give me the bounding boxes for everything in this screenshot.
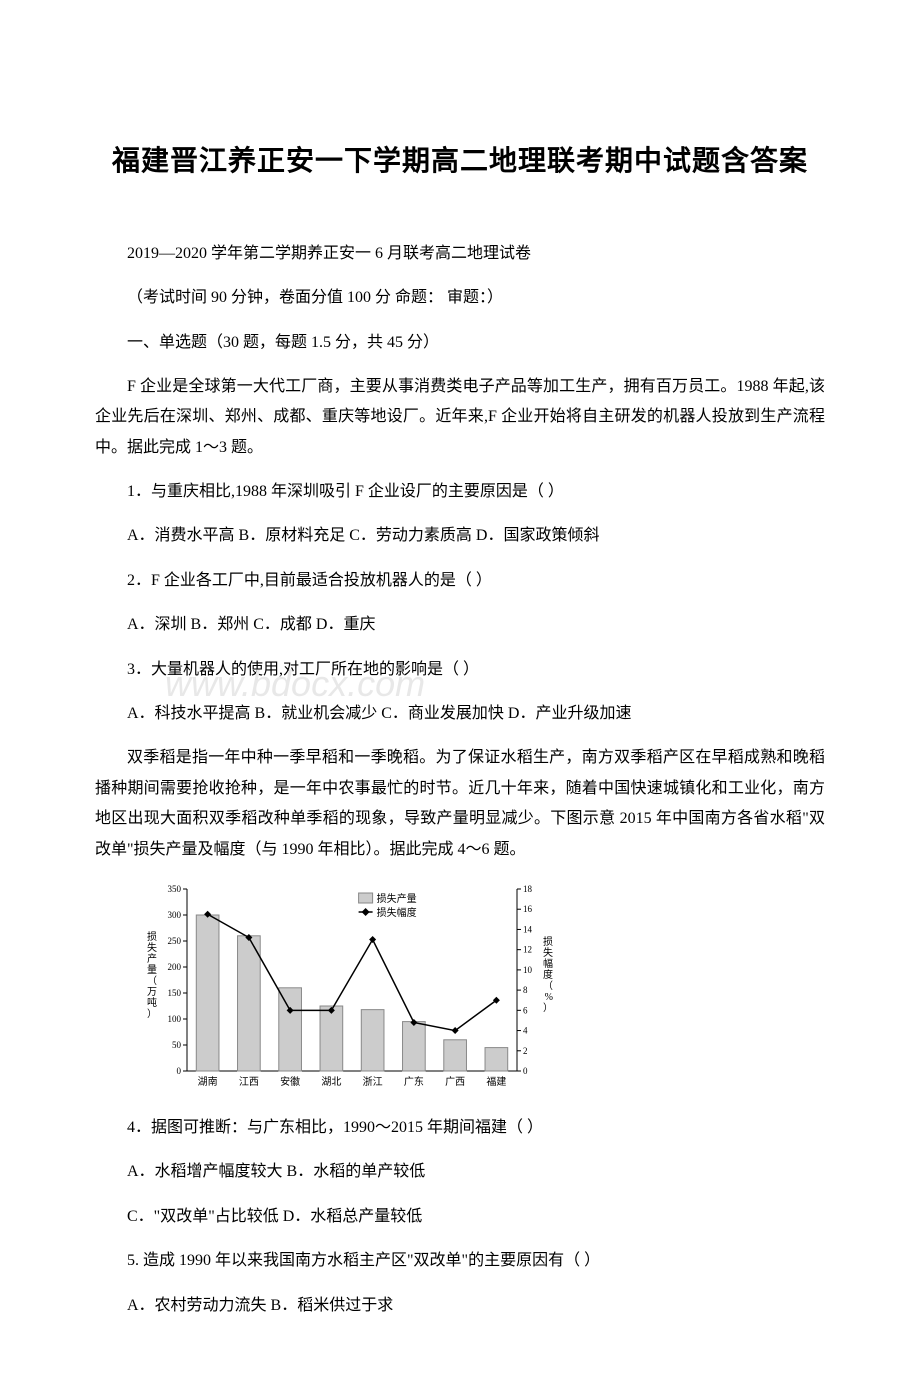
- chart-container: 0 50 100 150 200 250 300 350 0 2 4 6 8 10 12 14 16 18 湖南 江西…: [135, 879, 825, 1099]
- question-3-options: A．科技水平提高 B．就业机会减少 C．商业发展加快 D．产业升级加速: [95, 699, 825, 729]
- svg-text:200: 200: [168, 962, 182, 972]
- svg-text:损失产量（万吨）: 损失产量（万吨）: [147, 930, 157, 1020]
- exam-header-line2: （考试时间 90 分钟，卷面分值 100 分 命题： 审题：）: [95, 283, 825, 313]
- question-1-options: A．消费水平高 B．原材料充足 C．劳动力素质高 D．国家政策倾斜: [95, 521, 825, 551]
- question-2-options: A．深圳 B．郑州 C．成都 D．重庆: [95, 610, 825, 640]
- svg-text:0: 0: [177, 1066, 182, 1076]
- svg-text:10: 10: [523, 965, 533, 975]
- page-title: 福建晋江养正安一下学期高二地理联考期中试题含答案: [95, 139, 825, 179]
- svg-text:16: 16: [523, 904, 533, 914]
- svg-text:湖北: 湖北: [321, 1076, 341, 1088]
- question-3: 3．大量机器人的使用,对工厂所在地的影响是（ ）: [95, 655, 825, 685]
- section-heading: 一、单选题（30 题，每题 1.5 分，共 45 分）: [95, 328, 825, 358]
- passage-1: F 企业是全球第一大代工厂商，主要从事消费类电子产品等加工生产，拥有百万员工。1…: [95, 372, 825, 463]
- svg-text:12: 12: [523, 945, 532, 955]
- exam-header-line1: 2019—2020 学年第二学期养正安一 6 月联考高二地理试卷: [95, 239, 825, 269]
- svg-text:损失幅度（%）: 损失幅度（%）: [543, 935, 553, 1014]
- svg-text:18: 18: [523, 884, 533, 894]
- question-4-options-a: A．水稻增产幅度较大 B．水稻的单产较低: [95, 1157, 825, 1187]
- question-4-options-b: C．"双改单"占比较低 D．水稻总产量较低: [95, 1202, 825, 1232]
- svg-text:100: 100: [168, 1014, 182, 1024]
- question-5-options: A．农村劳动力流失 B．稻米供过于求: [95, 1291, 825, 1321]
- svg-text:湖南: 湖南: [198, 1075, 218, 1088]
- svg-text:6: 6: [523, 1005, 528, 1015]
- svg-text:250: 250: [168, 936, 182, 946]
- svg-text:2: 2: [523, 1046, 528, 1056]
- question-2: 2．F 企业各工厂中,目前最适合投放机器人的是（ ）: [95, 566, 825, 596]
- svg-text:8: 8: [523, 985, 528, 995]
- svg-text:广东: 广东: [404, 1075, 424, 1088]
- svg-text:14: 14: [523, 924, 533, 934]
- question-5: 5. 造成 1990 年以来我国南方水稻主产区"双改单"的主要原因有（ ）: [95, 1246, 825, 1276]
- svg-text:4: 4: [523, 1026, 528, 1036]
- svg-text:损失幅度: 损失幅度: [377, 906, 417, 919]
- svg-text:350: 350: [168, 884, 182, 894]
- question-4: 4．据图可推断：与广东相比，1990～2015 年期间福建（ ）: [95, 1113, 825, 1143]
- svg-text:江西: 江西: [239, 1076, 259, 1088]
- svg-text:50: 50: [172, 1040, 182, 1050]
- svg-text:0: 0: [523, 1066, 528, 1076]
- svg-text:损失产量: 损失产量: [377, 892, 417, 905]
- svg-text:150: 150: [168, 988, 182, 998]
- svg-text:300: 300: [168, 910, 182, 920]
- question-1: 1．与重庆相比,1988 年深圳吸引 F 企业设厂的主要原因是（ ）: [95, 477, 825, 507]
- svg-text:广西: 广西: [445, 1076, 465, 1088]
- rice-loss-chart: 0 50 100 150 200 250 300 350 0 2 4 6 8 10 12 14 16 18 湖南 江西…: [135, 879, 565, 1099]
- svg-text:福建: 福建: [486, 1075, 506, 1088]
- svg-text:浙江: 浙江: [363, 1076, 383, 1088]
- passage-2: 双季稻是指一年中种一季早稻和一季晚稻。为了保证水稻生产，南方双季稻产区在早稻成熟…: [95, 743, 825, 865]
- svg-text:安徽: 安徽: [280, 1075, 300, 1088]
